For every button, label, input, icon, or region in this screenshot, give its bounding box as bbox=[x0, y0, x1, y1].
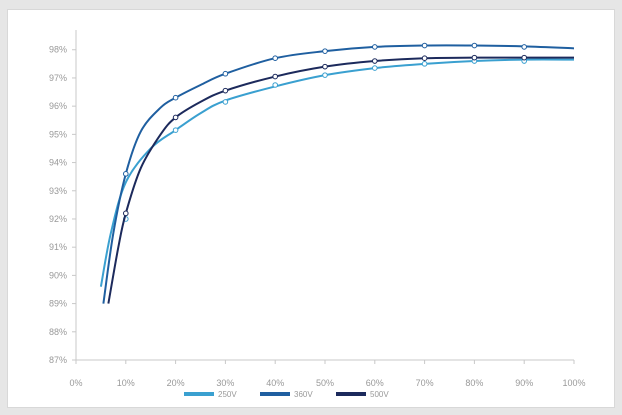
y-tick-label: 89% bbox=[49, 299, 67, 309]
efficiency-chart: 87% 88% 89% 90% 91% 92% 93% 94% 95% 96% 97% 98% 0% 10… bbox=[49, 30, 586, 399]
x-tick-label: 50% bbox=[316, 378, 334, 388]
series-line-360V bbox=[102, 44, 575, 304]
x-tick-label: 70% bbox=[416, 378, 434, 388]
x-tick-label: 60% bbox=[366, 378, 384, 388]
series-line-250V bbox=[99, 58, 575, 287]
data-point bbox=[222, 99, 229, 105]
data-point bbox=[322, 63, 328, 70]
y-tick-label: 90% bbox=[49, 270, 67, 280]
y-tick-label: 96% bbox=[49, 101, 67, 111]
data-point bbox=[272, 55, 279, 62]
data-point bbox=[372, 44, 378, 50]
data-point bbox=[222, 87, 229, 94]
y-tick-label: 93% bbox=[49, 186, 67, 196]
series-line-500V bbox=[107, 56, 574, 304]
data-point bbox=[272, 73, 279, 80]
data-point bbox=[421, 61, 428, 67]
legend-label: 250V bbox=[218, 390, 237, 399]
series-layer bbox=[99, 42, 575, 304]
x-tick-label: 30% bbox=[216, 378, 234, 388]
data-point bbox=[521, 44, 528, 50]
data-point bbox=[172, 127, 179, 133]
data-point bbox=[222, 70, 229, 77]
data-point bbox=[372, 65, 378, 71]
x-tick-label: 10% bbox=[117, 378, 135, 388]
y-tick-label: 94% bbox=[49, 158, 67, 168]
axes: 87% 88% 89% 90% 91% 92% 93% 94% 95% 96% 97% 98% 0% 10… bbox=[49, 30, 586, 388]
legend-swatch-250V bbox=[184, 392, 214, 396]
series-250V bbox=[99, 58, 575, 287]
data-point bbox=[421, 55, 428, 62]
data-point bbox=[471, 54, 478, 61]
legend-label: 500V bbox=[370, 390, 389, 399]
data-point bbox=[322, 48, 328, 54]
x-tick-label: 80% bbox=[465, 378, 483, 388]
data-point bbox=[322, 72, 328, 78]
series-500V bbox=[107, 54, 574, 304]
series-360V bbox=[102, 42, 575, 304]
data-point bbox=[421, 42, 428, 49]
y-tick-label: 92% bbox=[49, 214, 67, 224]
y-tick-label: 87% bbox=[49, 355, 67, 365]
data-point bbox=[372, 58, 378, 64]
y-tick-label: 91% bbox=[49, 242, 67, 252]
x-tick-label: 100% bbox=[562, 378, 585, 388]
data-point bbox=[123, 210, 129, 217]
legend: 250V 360V 500V bbox=[184, 390, 389, 399]
y-tick-label: 95% bbox=[49, 129, 67, 139]
legend-swatch-360V bbox=[260, 392, 290, 396]
y-tick-label: 97% bbox=[49, 73, 67, 83]
data-point bbox=[521, 54, 528, 61]
y-tick-label: 98% bbox=[49, 45, 67, 55]
x-tick-label: 40% bbox=[266, 378, 284, 388]
legend-swatch-500V bbox=[336, 392, 366, 396]
y-tick-label: 88% bbox=[49, 327, 67, 337]
data-point bbox=[272, 82, 279, 88]
x-tick-label: 20% bbox=[167, 378, 185, 388]
chart-frame: 87% 88% 89% 90% 91% 92% 93% 94% 95% 96% 97% 98% 0% 10… bbox=[8, 10, 614, 407]
legend-label: 360V bbox=[294, 390, 313, 399]
data-point bbox=[172, 114, 179, 121]
x-tick-label: 90% bbox=[515, 378, 533, 388]
x-tick-label: 0% bbox=[69, 378, 82, 388]
data-point bbox=[471, 42, 478, 49]
data-point bbox=[123, 171, 129, 177]
data-point bbox=[172, 94, 179, 101]
